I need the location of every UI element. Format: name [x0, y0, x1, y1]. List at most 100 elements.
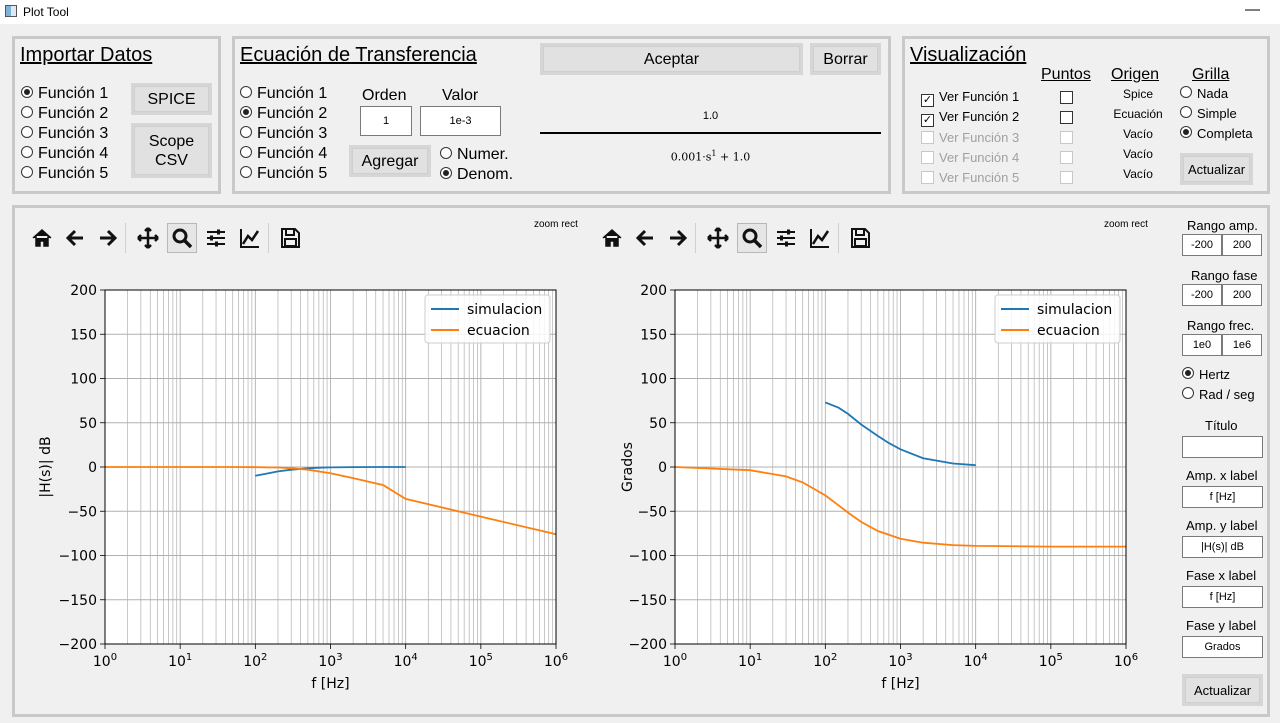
home-tool-button[interactable]: [597, 223, 627, 253]
puntos-5-checkbox: [1060, 171, 1073, 184]
importar-funcion-radio-1[interactable]: Función 1: [21, 85, 108, 103]
grilla-radio-3[interactable]: Completa: [1180, 126, 1253, 141]
amp-ytick-label: 200: [70, 283, 97, 299]
home-icon: [32, 228, 52, 247]
importar-title: Importar Datos: [20, 44, 153, 66]
origen-2-value: Ecuación: [1113, 107, 1163, 121]
ver-funcion-3-checkbox: Ver Función 3: [921, 129, 1019, 145]
borrar-button[interactable]: Borrar: [810, 43, 881, 75]
puntos-4-checkbox: [1060, 151, 1073, 164]
side-panel: Rango amp. -200 200 Rango fase -200 200 …: [1175, 208, 1270, 713]
grilla-radio-dot: [1180, 106, 1192, 118]
puntos-2-checkbox[interactable]: [1060, 111, 1073, 124]
minimize-button[interactable]: —: [1245, 1, 1260, 18]
importar-funcion-radio-label: Función 4: [38, 145, 109, 162]
amp-xtick-label: 102: [243, 652, 267, 670]
save-floppy-tool-button[interactable]: [275, 223, 305, 253]
phase-xaxis-label: f [Hz]: [881, 676, 919, 692]
configure-subplots-icon: [777, 229, 795, 247]
valor-input[interactable]: 1e-3: [420, 106, 501, 136]
back-arrow-icon: [65, 229, 83, 247]
back-arrow-tool-button[interactable]: [60, 223, 90, 253]
ver-funcion-1-checkbox[interactable]: ✓ Ver Función 1: [921, 89, 1019, 107]
edit-axis-tool-button[interactable]: [235, 223, 265, 253]
importar-funcion-radio-dot: [21, 86, 33, 98]
unit-radio-1[interactable]: Hertz: [1182, 367, 1230, 382]
rango-frec-max-input[interactable]: 1e6: [1222, 334, 1262, 356]
configure-subplots-tool-button[interactable]: [771, 223, 801, 253]
amp-ytick-label: −150: [59, 593, 97, 609]
importar-funcion-radio-3[interactable]: Función 3: [21, 125, 108, 143]
zoom-magnifier-tool-button[interactable]: [167, 223, 197, 253]
orden-input[interactable]: 1: [360, 106, 412, 136]
amp-ytick-label: 150: [70, 327, 97, 343]
unit-radio-label: Hertz: [1199, 367, 1231, 382]
phase-series-ecuacion: [674, 466, 1126, 548]
ecuacion-funcion-radio-5[interactable]: Función 5: [240, 165, 327, 183]
home-tool-button[interactable]: [27, 223, 57, 253]
denom-radio[interactable]: Denom.: [440, 166, 513, 184]
toolbar-separator: [695, 223, 696, 253]
denominator-exp: 1: [711, 149, 717, 158]
save-floppy-tool-button[interactable]: [845, 223, 875, 253]
numer-radio[interactable]: Numer.: [440, 146, 509, 164]
pan-move-tool-button[interactable]: [703, 223, 733, 253]
rango-frec-min-input[interactable]: 1e0: [1182, 334, 1222, 356]
ecuacion-title: Ecuación de Transferencia: [240, 44, 477, 66]
importar-funcion-radio-dot: [21, 166, 33, 178]
unit-radio-2[interactable]: Rad / seg: [1182, 387, 1255, 402]
denominator-coef: 0.001·s: [670, 150, 712, 164]
grilla-radio-2[interactable]: Simple: [1180, 106, 1237, 121]
checkbox-box: ✓: [921, 94, 934, 107]
phase-xtick-label: 105: [1039, 652, 1063, 670]
rango-amp-max-input[interactable]: 200: [1222, 234, 1262, 256]
ecuacion-funcion-radio-1[interactable]: Función 1: [240, 85, 327, 103]
fase-x-label-input[interactable]: f [Hz]: [1182, 586, 1263, 608]
amp-axes-frame: [104, 289, 557, 645]
agregar-button[interactable]: Agregar: [349, 145, 431, 177]
forward-arrow-tool-button[interactable]: [663, 223, 693, 253]
amplitude-plot[interactable]: 100 101 102 103 104 105 106 −200 −150 −100 −50 0 50 1…: [15, 275, 595, 715]
importar-funcion-radio-4[interactable]: Función 4: [21, 145, 108, 163]
puntos-1-checkbox[interactable]: [1060, 91, 1073, 104]
phase-ytick-label: −50: [637, 504, 667, 520]
pan-move-tool-button[interactable]: [133, 223, 163, 253]
ver-funcion-2-checkbox[interactable]: ✓ Ver Función 2: [921, 109, 1019, 127]
vis-actualizar-button[interactable]: Actualizar: [1180, 153, 1253, 185]
toolbar-phase: zoom rect: [595, 219, 1155, 259]
side-actualizar-button[interactable]: Actualizar: [1182, 674, 1263, 706]
rango-fase-min-input[interactable]: -200: [1182, 284, 1222, 306]
grilla-radio-1[interactable]: Nada: [1180, 86, 1228, 101]
spice-button[interactable]: SPICE: [131, 83, 212, 115]
back-arrow-tool-button[interactable]: [630, 223, 660, 253]
scope-csv-button[interactable]: Scope CSV: [131, 123, 212, 178]
amp-x-label-label: Amp. x label: [1186, 468, 1258, 483]
phase-ytick-label: 100: [640, 372, 667, 388]
ecuacion-funcion-radio-4[interactable]: Función 4: [240, 145, 327, 163]
importar-funcion-radio-5[interactable]: Función 5: [21, 165, 108, 183]
edit-axis-icon: [240, 229, 260, 248]
amp-yaxis-label: |H(s)| dB: [38, 436, 54, 497]
ecuacion-funcion-radio-3[interactable]: Función 3: [240, 125, 327, 143]
rango-frec-label: Rango frec.: [1187, 318, 1255, 333]
pan-move-icon: [137, 227, 159, 249]
aceptar-button[interactable]: Aceptar: [540, 43, 803, 75]
phase-ytick-label: −100: [629, 549, 667, 565]
rango-fase-max-input[interactable]: 200: [1222, 284, 1262, 306]
ver-funcion-label: Ver Función 3: [939, 130, 1020, 145]
forward-arrow-tool-button[interactable]: [93, 223, 123, 253]
puntos-3-checkbox: [1060, 131, 1073, 144]
configure-subplots-tool-button[interactable]: [201, 223, 231, 253]
edit-axis-tool-button[interactable]: [805, 223, 835, 253]
importar-funcion-radio-2[interactable]: Función 2: [21, 105, 108, 123]
ecuacion-funcion-radio-dot: [240, 86, 252, 98]
fase-y-label-input[interactable]: Grados: [1182, 636, 1263, 658]
titulo-input[interactable]: [1182, 436, 1263, 458]
grilla-radio-dot: [1180, 126, 1192, 138]
zoom-magnifier-tool-button[interactable]: [737, 223, 767, 253]
amp-y-label-input[interactable]: |H(s)| dB: [1182, 536, 1263, 558]
amp-x-label-input[interactable]: f [Hz]: [1182, 486, 1263, 508]
phase-plot[interactable]: 100 101 102 103 104 105 106 −200 −150 −100 −50 0 50 1…: [590, 275, 1165, 715]
ecuacion-funcion-radio-2[interactable]: Función 2: [240, 105, 327, 123]
rango-amp-min-input[interactable]: -200: [1182, 234, 1222, 256]
